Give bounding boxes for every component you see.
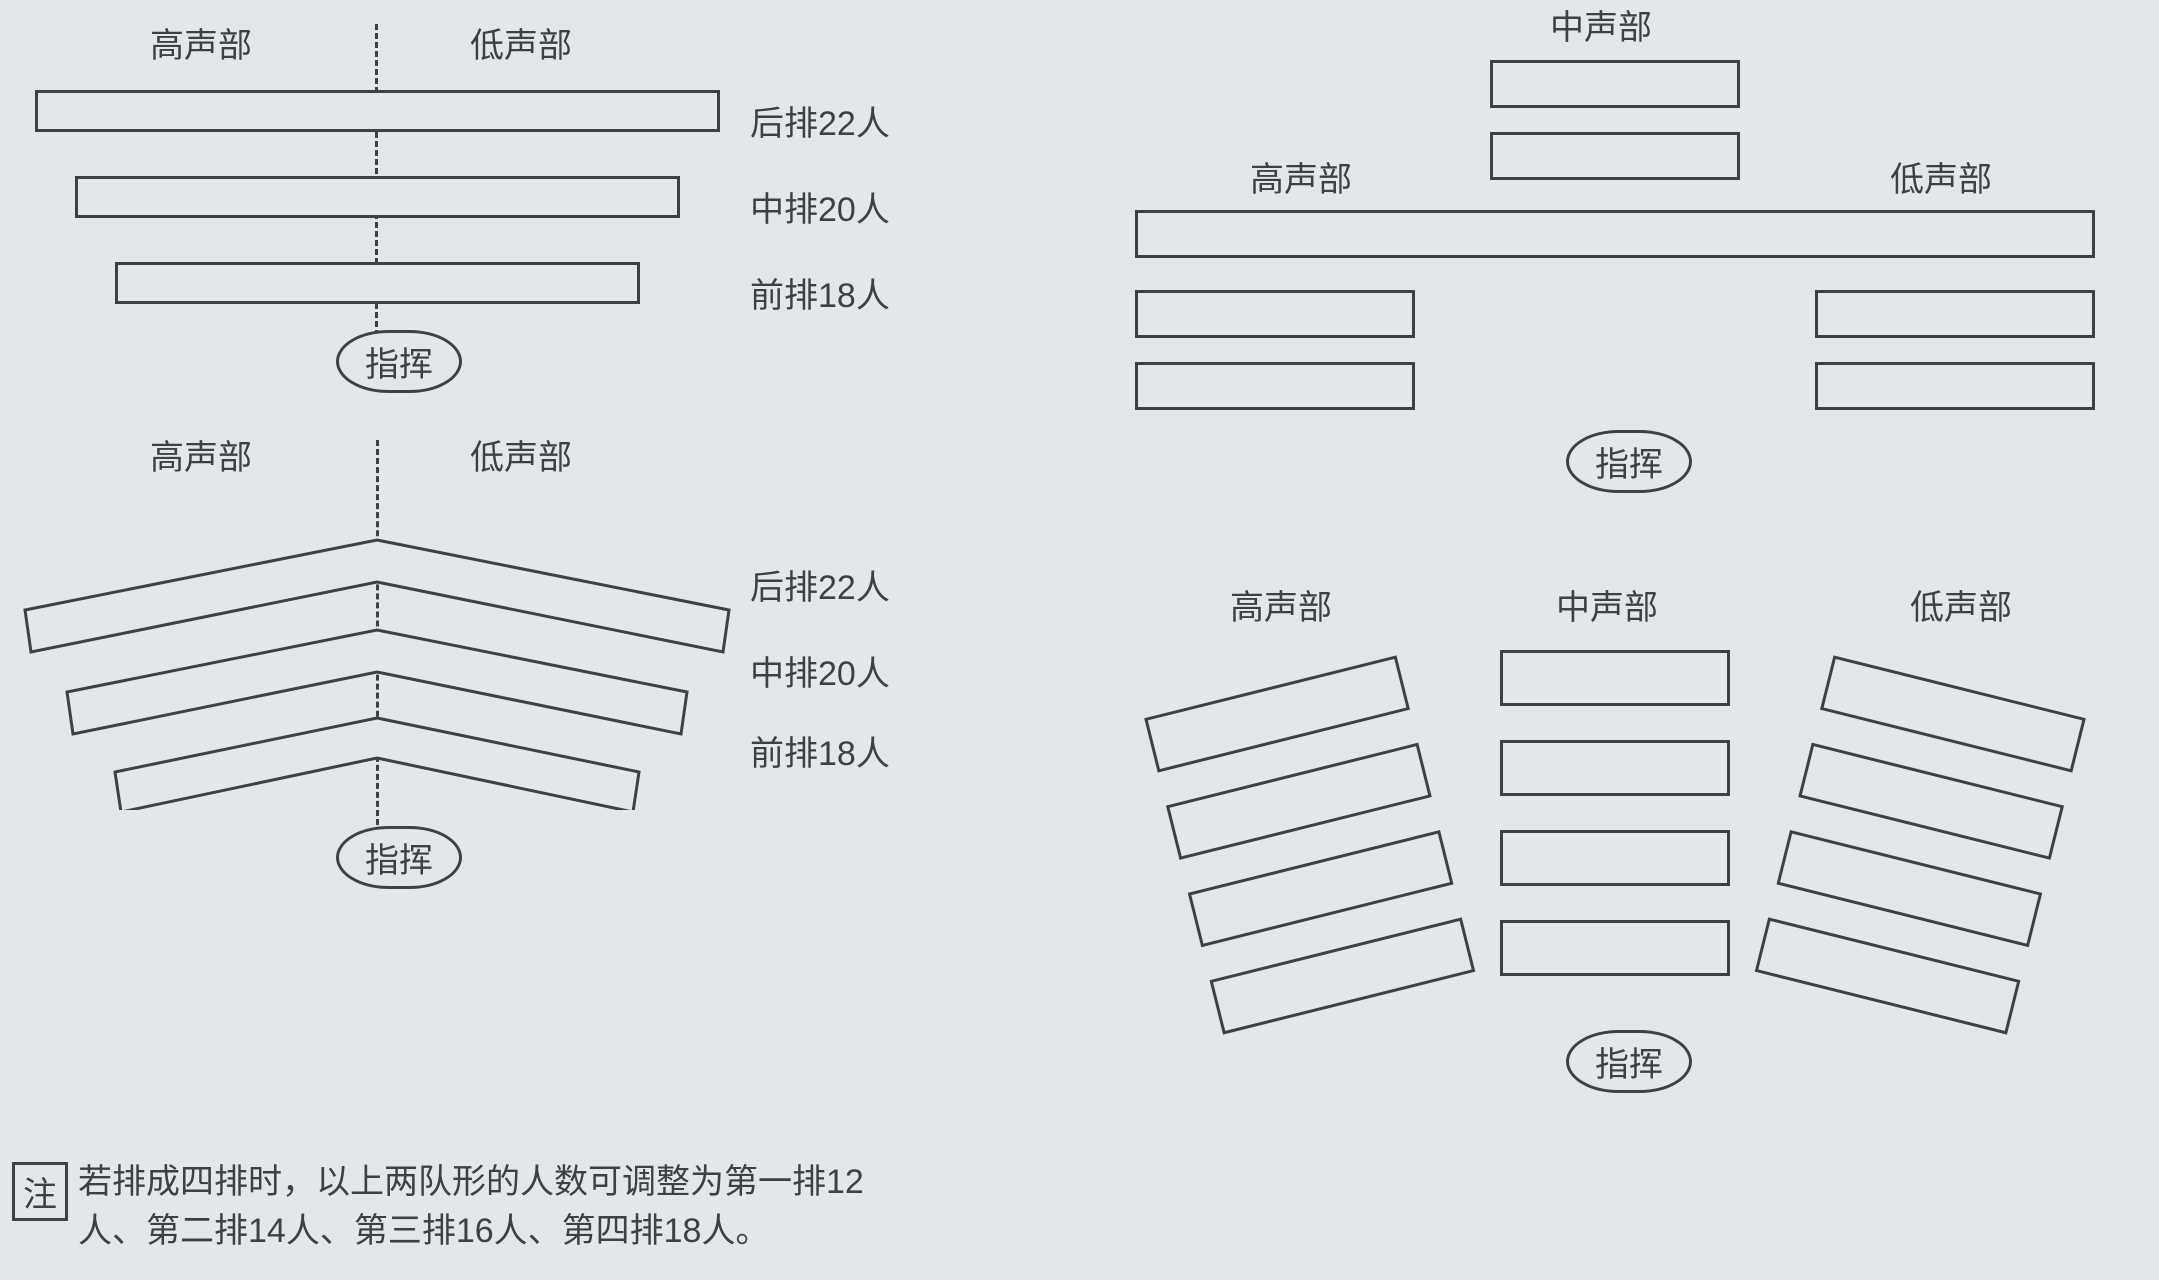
conductor-a: 指挥 — [336, 330, 462, 393]
label-mid: 中声部 — [1556, 580, 1658, 629]
d-mid-4 — [1500, 920, 1730, 976]
label-low: 低声部 — [1910, 580, 2012, 629]
note-text-content: 若排成四排时，以上两队形的人数可调整为第一排12 人、第二排14人、第三排16人… — [78, 1163, 864, 1250]
label-low: 低声部 — [1890, 152, 1992, 201]
row-front-label: 前排18人 — [750, 726, 890, 775]
conductor-c: 指挥 — [1566, 430, 1692, 493]
row-mid-label: 中排20人 — [750, 182, 890, 231]
diagram-b: 高声部 低声部 后排22人 中排20人 前排18人 指挥 — [20, 430, 980, 890]
row-back-bar — [35, 90, 720, 132]
label-low: 低声部 — [470, 18, 572, 67]
d-mid-3 — [1500, 830, 1730, 886]
row-front-bar — [115, 262, 640, 304]
label-high: 高声部 — [150, 18, 252, 67]
conductor-d: 指挥 — [1566, 1030, 1692, 1093]
d-mid-2 — [1500, 740, 1730, 796]
row-back-label: 后排22人 — [750, 560, 890, 609]
label-low: 低声部 — [470, 430, 572, 479]
row-back-label: 后排22人 — [750, 96, 890, 145]
label-mid: 中声部 — [1550, 0, 1652, 49]
d-mid-1 — [1500, 650, 1730, 706]
diagram-d: 高声部 中声部 低声部 指挥 — [1120, 580, 2120, 1140]
label-high: 高声部 — [150, 430, 252, 479]
diagram-c: 中声部 高声部 低声部 指挥 — [1120, 0, 2120, 520]
c-bar-left-1 — [1135, 290, 1415, 338]
row-mid-label: 中排20人 — [750, 646, 890, 695]
conductor-b: 指挥 — [336, 826, 462, 889]
c-bar-1 — [1490, 60, 1740, 108]
row-mid-bar — [75, 176, 680, 218]
note-badge: 注 — [12, 1162, 68, 1221]
c-bar-2 — [1490, 132, 1740, 180]
label-high: 高声部 — [1230, 580, 1332, 629]
c-bar-left-2 — [1135, 362, 1415, 410]
note-text: 若排成四排时，以上两队形的人数可调整为第一排12 人、第二排14人、第三排16人… — [78, 1158, 864, 1257]
label-high: 高声部 — [1250, 152, 1352, 201]
row-front-label: 前排18人 — [750, 268, 890, 317]
chevron-rows — [15, 490, 755, 810]
diagram-a: 高声部 低声部 后排22人 中排20人 前排18人 指挥 — [20, 10, 980, 410]
c-bar-right-1 — [1815, 290, 2095, 338]
c-bar-wide — [1135, 210, 2095, 258]
c-bar-right-2 — [1815, 362, 2095, 410]
